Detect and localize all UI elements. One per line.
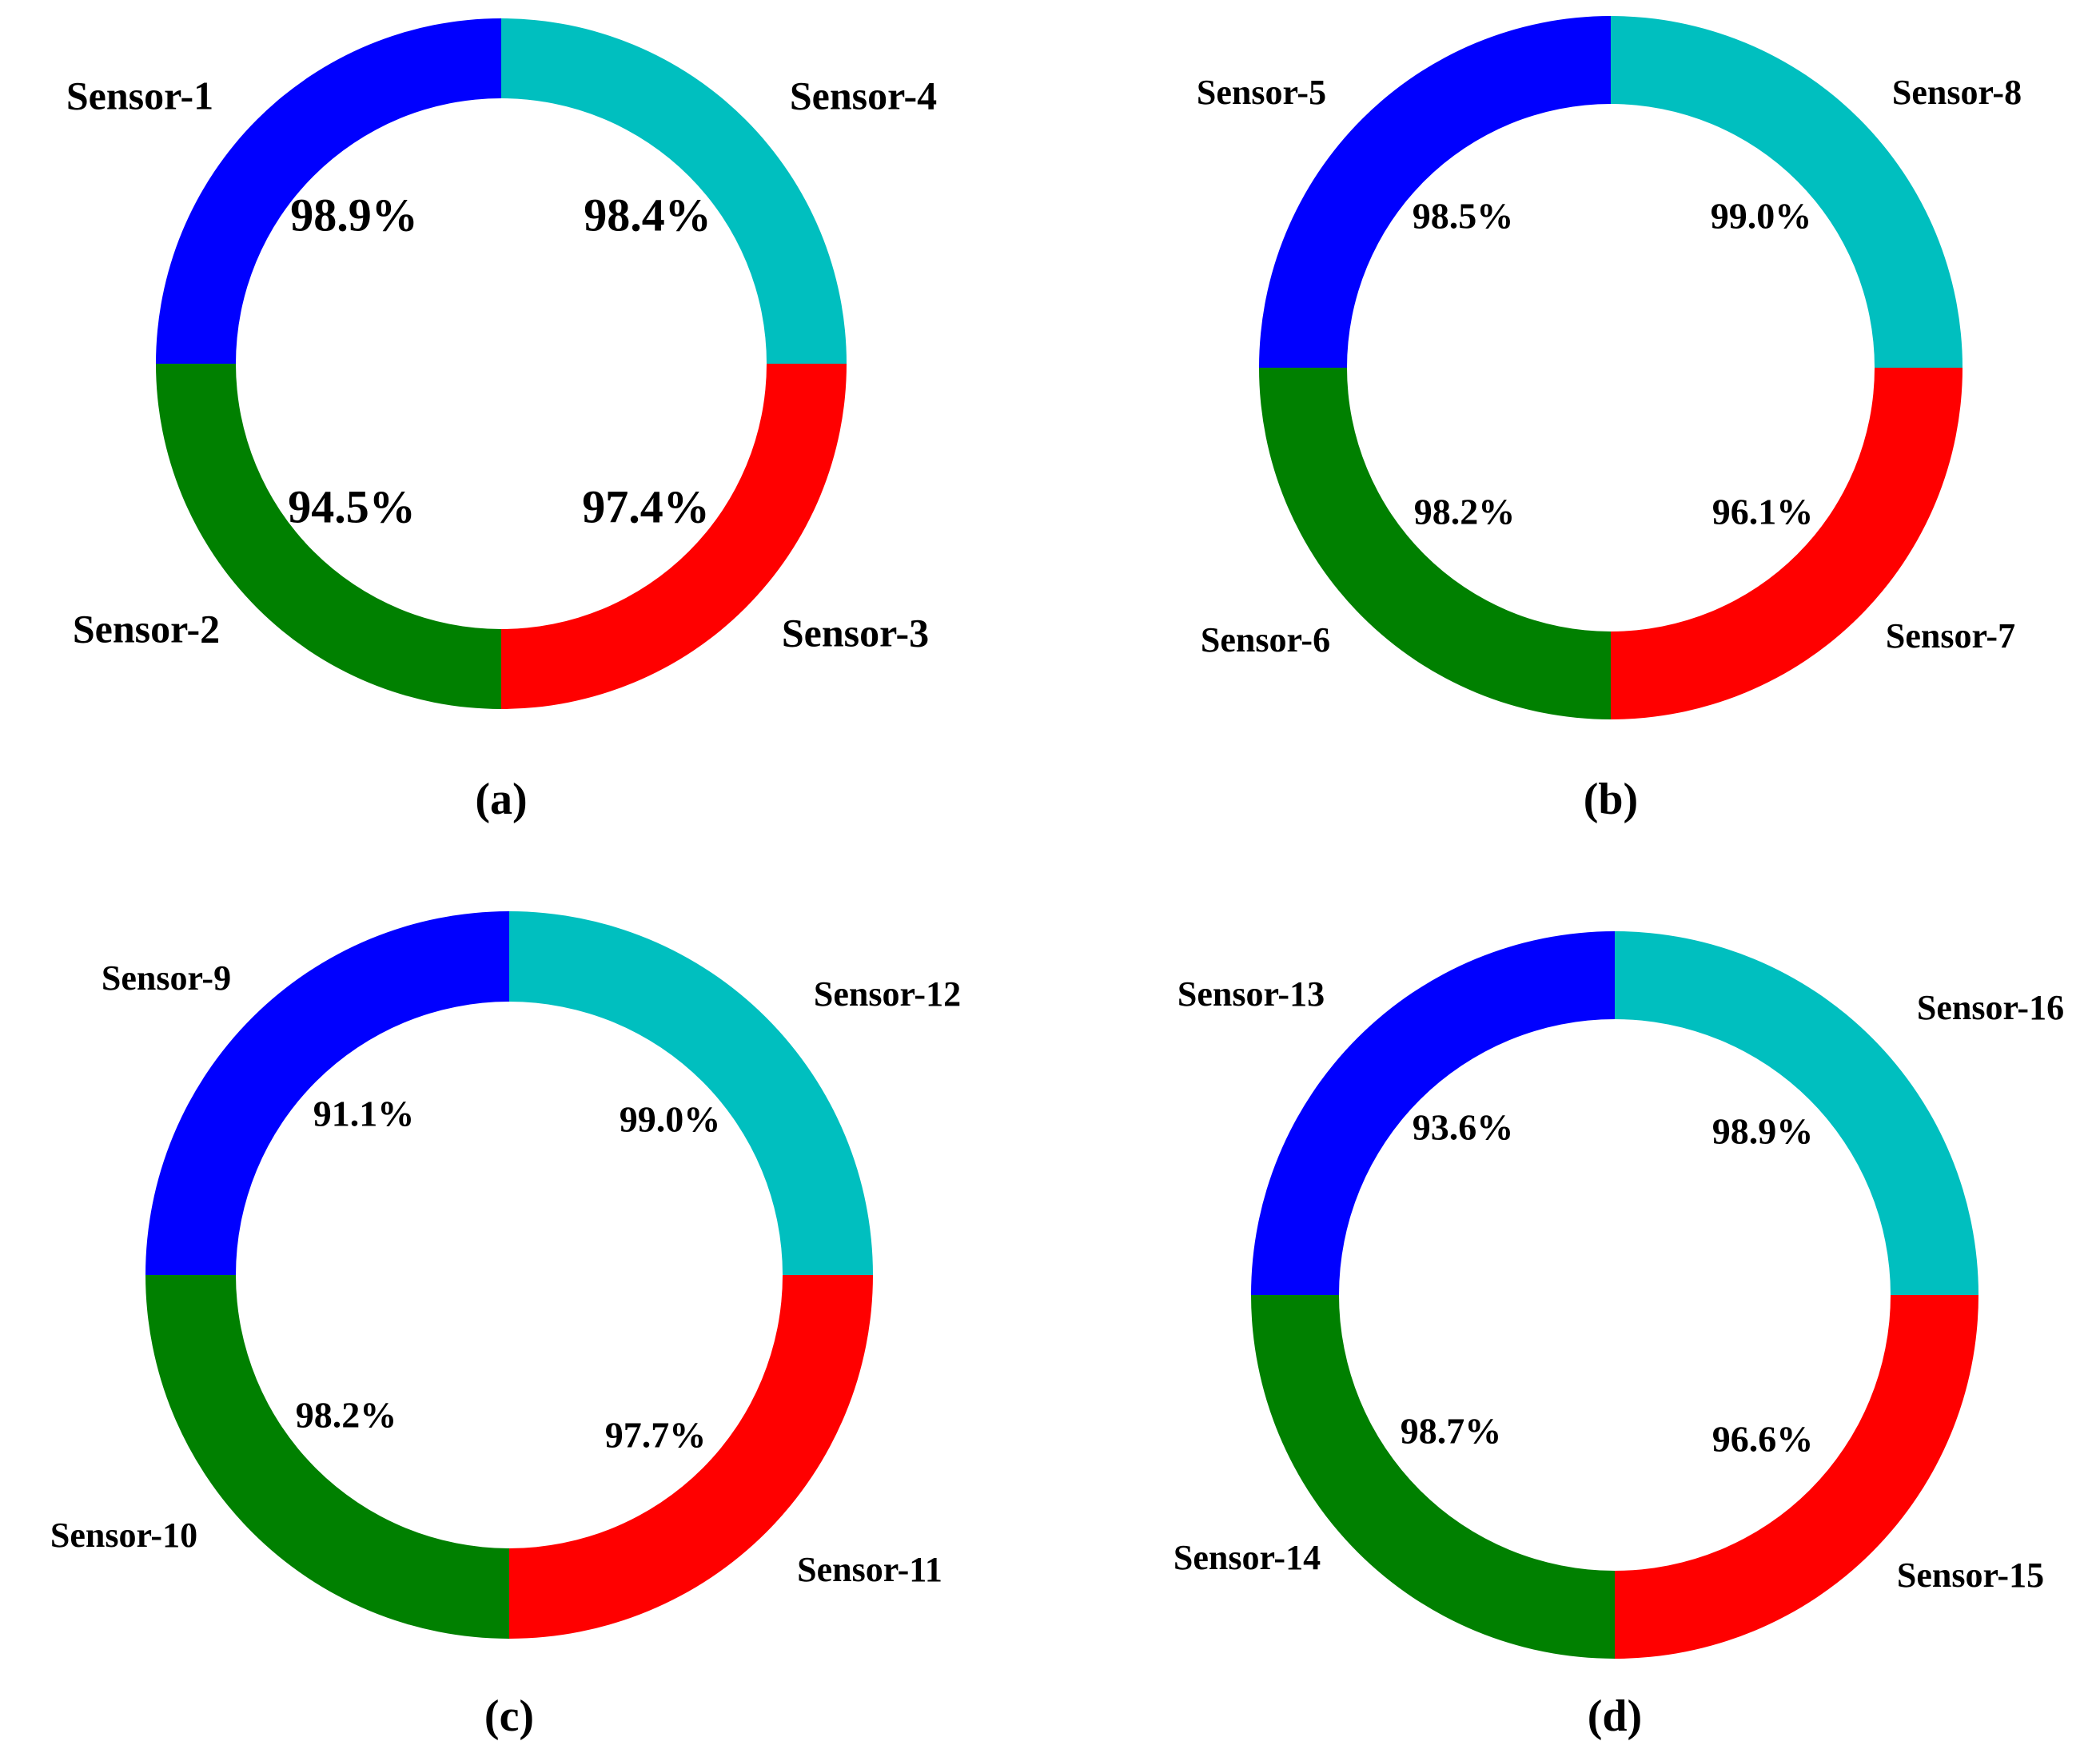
data-label: 98.5% <box>1413 196 1514 237</box>
data-label: 99.0% <box>620 1099 721 1140</box>
slice-label: Sensor-7 <box>1886 616 2015 655</box>
slice-label: Sensor-1 <box>66 73 213 118</box>
data-label: 97.7% <box>605 1415 707 1456</box>
donut-chart-d: Sensor-13 93.6% Sensor-14 98.7% Sensor-15 96.… <box>1174 931 2064 1741</box>
slice-label: Sensor-12 <box>814 974 961 1014</box>
slice-label: Sensor-16 <box>1917 988 2064 1027</box>
donut-segment-sensor-1 <box>156 18 501 364</box>
donut-segment-sensor-9 <box>145 911 509 1275</box>
slice-label: Sensor-3 <box>782 610 929 655</box>
donut-chart-c: Sensor-9 91.1% Sensor-10 98.2% Sensor-11 97.7… <box>50 911 961 1741</box>
slice-label: Sensor-13 <box>1178 974 1325 1014</box>
donut-chart-b: Sensor-5 98.5% Sensor-6 98.2% Sensor-7 96.1% S… <box>1197 16 2022 824</box>
panel-caption: (a) <box>475 775 527 824</box>
slice-label: Sensor-9 <box>102 958 231 998</box>
donut-segment-sensor-10 <box>145 1275 509 1639</box>
panel-caption: (b) <box>1584 775 1638 824</box>
donut-segment-sensor-13 <box>1251 931 1615 1295</box>
donut-chart-a: Sensor-1 98.9% Sensor-2 94.5% Sensor-3 97.4% S… <box>66 18 937 824</box>
donut-segment-sensor-8 <box>1611 16 1963 368</box>
data-label: 98.2% <box>1414 492 1516 532</box>
donut-segment-sensor-7 <box>1611 368 1963 719</box>
data-label: 93.6% <box>1413 1107 1514 1148</box>
data-label: 98.7% <box>1401 1411 1502 1452</box>
slice-label: Sensor-14 <box>1174 1538 1321 1577</box>
data-label: 98.2% <box>296 1395 397 1436</box>
donut-segment-sensor-15 <box>1615 1295 1978 1659</box>
data-label: 98.9% <box>290 189 418 241</box>
slice-label: Sensor-8 <box>1892 73 2022 112</box>
donut-segment-sensor-11 <box>509 1275 873 1639</box>
data-label: 98.9% <box>1712 1111 1814 1152</box>
data-label: 96.6% <box>1712 1419 1814 1460</box>
donut-segment-sensor-12 <box>509 911 873 1275</box>
data-label: 98.4% <box>584 189 711 241</box>
data-label: 97.4% <box>582 480 710 532</box>
donut-segment-sensor-2 <box>156 364 501 709</box>
slice-label: Sensor-2 <box>73 606 220 651</box>
data-label: 99.0% <box>1711 196 1812 237</box>
slice-label: Sensor-10 <box>50 1516 197 1555</box>
data-label: 96.1% <box>1712 492 1814 532</box>
panel-caption: (c) <box>484 1691 534 1741</box>
donut-segment-sensor-16 <box>1615 931 1978 1295</box>
donut-segment-sensor-14 <box>1251 1295 1615 1659</box>
donut-segment-sensor-3 <box>501 364 847 709</box>
slice-label: Sensor-15 <box>1897 1556 2044 1595</box>
slice-label: Sensor-5 <box>1197 73 1326 112</box>
data-label: 94.5% <box>288 480 416 532</box>
panel-caption: (d) <box>1588 1691 1642 1741</box>
data-label: 91.1% <box>313 1094 415 1134</box>
slice-label: Sensor-11 <box>797 1550 942 1589</box>
slice-label: Sensor-6 <box>1201 620 1330 659</box>
slice-label: Sensor-4 <box>790 73 937 118</box>
donut-segment-sensor-6 <box>1259 368 1611 719</box>
donut-segment-sensor-4 <box>501 18 847 364</box>
donut-segment-sensor-5 <box>1259 16 1611 368</box>
